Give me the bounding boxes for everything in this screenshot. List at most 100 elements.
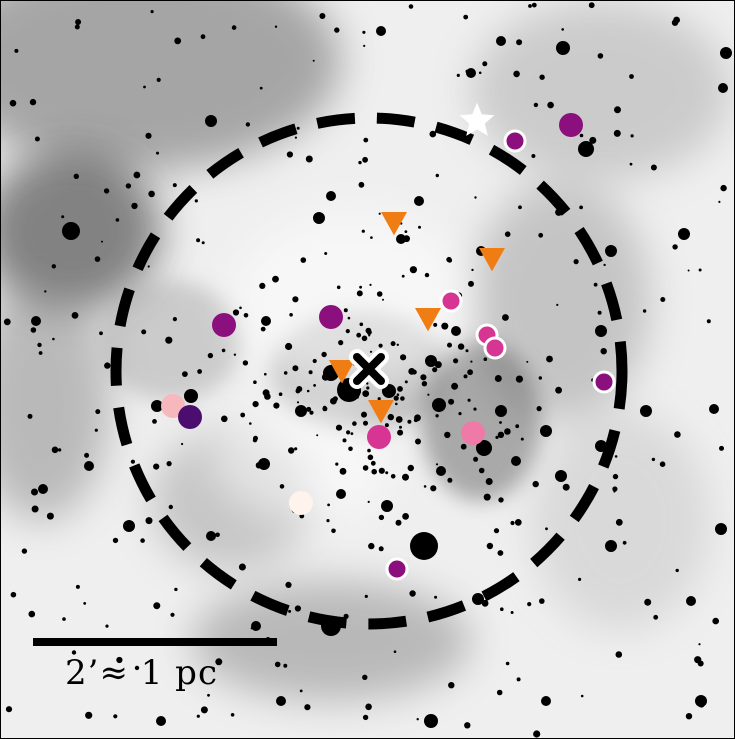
- orange-triangle-marker: [415, 307, 441, 332]
- field-star: [400, 396, 405, 401]
- field-star: [215, 532, 220, 538]
- field-star: [150, 10, 154, 14]
- field-star: [539, 74, 545, 80]
- field-star: [115, 218, 120, 222]
- field-star: [580, 694, 584, 698]
- field-star: [675, 568, 679, 573]
- field-star: [615, 651, 623, 658]
- field-star: [498, 497, 504, 503]
- field-star: [396, 343, 399, 346]
- field-star: [321, 373, 330, 381]
- field-star: [316, 434, 319, 437]
- field-star: [556, 41, 570, 55]
- field-star: [37, 342, 42, 348]
- field-star: [385, 471, 389, 475]
- orange-triangle-marker: [479, 247, 505, 272]
- field-star: [378, 343, 383, 348]
- field-star: [433, 322, 438, 327]
- field-star: [73, 173, 80, 179]
- field-star: [312, 358, 317, 364]
- field-star: [148, 190, 155, 198]
- field-star: [131, 202, 138, 210]
- field-star: [496, 689, 503, 696]
- field-star: [153, 463, 160, 470]
- field-star: [651, 457, 656, 462]
- nebula-cloud: [471, 1, 731, 181]
- field-star: [718, 83, 728, 93]
- field-star: [356, 290, 363, 297]
- field-star: [75, 19, 82, 25]
- field-star: [147, 265, 150, 268]
- field-star: [613, 129, 621, 137]
- field-star: [363, 420, 368, 426]
- field-star: [395, 519, 402, 526]
- field-star: [453, 358, 459, 364]
- field-star: [134, 665, 140, 671]
- field-star: [335, 462, 339, 466]
- field-star: [322, 406, 328, 412]
- field-star: [432, 367, 438, 373]
- field-star: [579, 133, 584, 138]
- white-star-marker: [459, 102, 495, 136]
- field-star: [496, 36, 506, 46]
- field-star: [420, 374, 427, 381]
- field-star: [378, 514, 385, 521]
- field-star: [321, 351, 327, 358]
- field-star: [427, 393, 430, 396]
- field-star: [614, 455, 618, 458]
- field-star: [612, 473, 619, 480]
- field-star: [259, 282, 266, 289]
- field-star: [404, 230, 408, 234]
- field-star: [133, 171, 141, 179]
- field-star: [240, 412, 246, 418]
- field-star: [200, 706, 208, 714]
- field-star: [27, 413, 33, 419]
- field-star: [196, 714, 200, 718]
- pink-circle-marker: [367, 425, 391, 449]
- field-star: [605, 540, 617, 552]
- field-star: [531, 154, 536, 158]
- field-star: [345, 329, 350, 334]
- field-star: [614, 106, 621, 114]
- field-star: [424, 714, 438, 728]
- field-star: [483, 493, 491, 501]
- field-star: [232, 309, 240, 316]
- field-star: [358, 160, 362, 165]
- field-star: [518, 205, 522, 210]
- field-star: [239, 306, 242, 310]
- field-star: [362, 714, 369, 721]
- field-star: [402, 473, 409, 481]
- field-star: [294, 136, 297, 139]
- field-star: [230, 713, 235, 717]
- field-star: [447, 477, 453, 483]
- field-star: [545, 527, 548, 531]
- field-star: [720, 184, 727, 192]
- field-star: [306, 389, 310, 393]
- field-star: [595, 325, 607, 337]
- nebula-cloud: [1, 1, 341, 171]
- field-star: [365, 703, 372, 711]
- orange-triangle-marker: [329, 359, 355, 384]
- field-star: [345, 380, 348, 383]
- field-star: [286, 151, 293, 158]
- field-star: [140, 538, 145, 543]
- field-star: [485, 478, 493, 485]
- field-star: [516, 677, 521, 682]
- field-star: [62, 222, 80, 240]
- field-star: [361, 335, 368, 342]
- nebula-cloud: [191, 581, 471, 701]
- field-star: [622, 540, 627, 545]
- field-star: [407, 464, 414, 472]
- field-star: [205, 115, 217, 127]
- field-star: [378, 212, 381, 215]
- indigo-circle-marker: [178, 405, 202, 429]
- field-star: [196, 238, 201, 243]
- field-star: [671, 19, 679, 26]
- orange-triangle-marker: [381, 211, 407, 236]
- field-star: [200, 34, 206, 40]
- field-star: [130, 459, 135, 464]
- field-star: [125, 183, 132, 189]
- field-star: [494, 375, 502, 382]
- field-star: [473, 456, 479, 462]
- field-star: [400, 354, 407, 361]
